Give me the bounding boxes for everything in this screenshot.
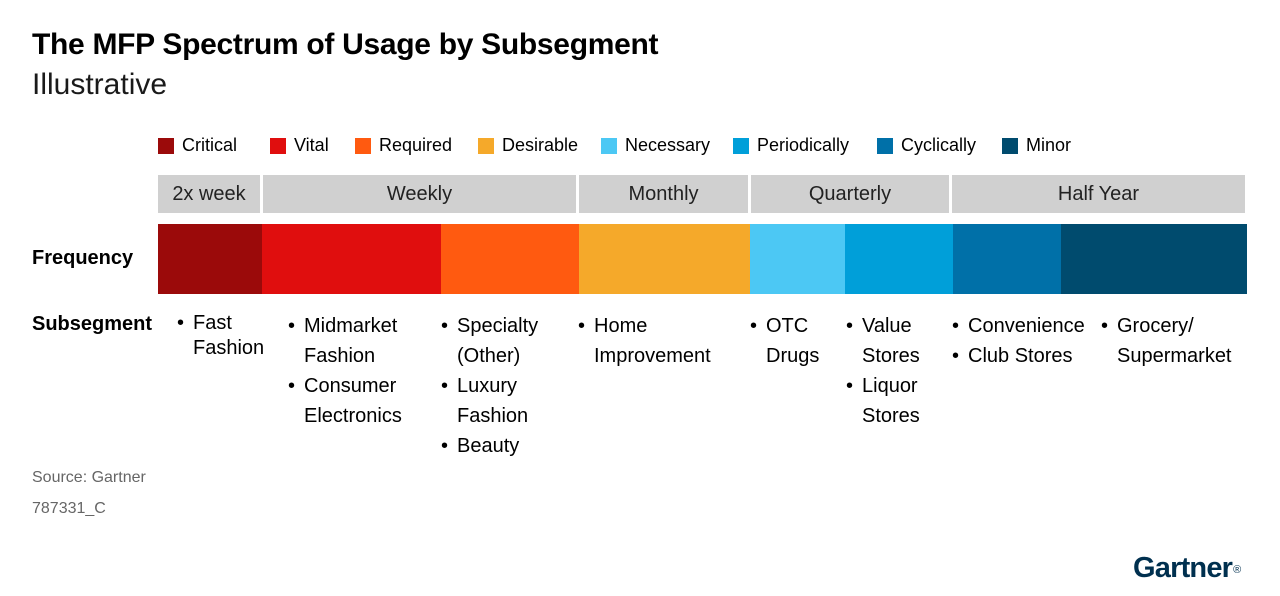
legend-item-desirable: Desirable	[478, 135, 578, 156]
legend-label-required: Required	[379, 135, 453, 155]
band-necessary	[750, 224, 845, 294]
legend-label-desirable: Desirable	[502, 135, 579, 155]
legend-item-required: Required	[355, 135, 452, 156]
band-desirable	[579, 224, 750, 294]
page-title: The MFP Spectrum of Usage by Subsegment	[32, 28, 659, 61]
legend-label-vital: Vital	[294, 135, 329, 155]
page-subtitle: Illustrative	[32, 68, 168, 101]
legend-item-necessary: Necessary	[601, 135, 710, 156]
row-label-subsegment: Subsegment	[32, 313, 153, 335]
list-item: Convenience	[952, 311, 1098, 341]
freq-header-half-year: Half Year	[952, 175, 1245, 213]
list-item: Specialty (Other)	[441, 311, 549, 371]
legend-item-minor: Minor	[1002, 135, 1071, 156]
legend-swatch-periodically	[733, 137, 749, 154]
list-item: Liquor Stores	[846, 371, 936, 431]
legend-label-cyclically: Cyclically	[901, 135, 977, 155]
row-label-frequency: Frequency	[32, 247, 134, 269]
subsegment-list-cyclically: Convenience Club Stores	[952, 311, 1098, 371]
subsegment-list-minor: Grocery/ Supermarket	[1101, 311, 1251, 371]
legend-item-critical: Critical	[158, 135, 237, 156]
legend-item-vital: Vital	[270, 135, 329, 156]
subsegment-list-required: Specialty (Other) Luxury Fashion Beauty	[441, 311, 549, 461]
legend-swatch-vital	[270, 137, 286, 154]
legend-swatch-critical	[158, 137, 174, 154]
legend-swatch-cyclically	[877, 137, 893, 154]
subsegment-list-necessary: OTC Drugs	[750, 311, 835, 371]
legend-swatch-required	[355, 137, 371, 154]
list-item: Luxury Fashion	[441, 371, 549, 431]
list-item: Fast Fashion	[177, 311, 273, 361]
legend-label-minor: Minor	[1026, 135, 1072, 155]
list-item: Consumer Electronics	[288, 371, 438, 431]
legend-swatch-necessary	[601, 137, 617, 154]
subsegment-list-vital: Midmarket Fashion Consumer Electronics	[288, 311, 438, 431]
subsegment-list-desirable: Home Improvement	[578, 311, 743, 371]
legend-item-periodically: Periodically	[733, 135, 849, 156]
freq-header-2x-week: 2x week	[158, 175, 260, 213]
legend-swatch-desirable	[478, 137, 494, 154]
list-item: Midmarket Fashion	[288, 311, 438, 371]
list-item: Club Stores	[952, 341, 1098, 371]
subsegment-list-periodically: Value Stores Liquor Stores	[846, 311, 936, 431]
list-item: OTC Drugs	[750, 311, 835, 371]
registered-mark-icon: ®	[1233, 564, 1241, 576]
band-required	[441, 224, 579, 294]
logo-text: Gartner	[1133, 552, 1233, 584]
list-item: Home Improvement	[578, 311, 743, 371]
list-item: Beauty	[441, 431, 549, 461]
gartner-logo: Gartner®	[1133, 552, 1241, 585]
document-id: 787331_C	[32, 500, 106, 517]
freq-header-quarterly: Quarterly	[751, 175, 949, 213]
subsegment-list-critical: Fast Fashion	[177, 311, 273, 361]
band-periodically	[845, 224, 953, 294]
freq-header-monthly: Monthly	[579, 175, 748, 213]
legend-item-cyclically: Cyclically	[877, 135, 976, 156]
legend-label-critical: Critical	[182, 135, 238, 155]
band-minor	[1061, 224, 1247, 294]
band-cyclically	[953, 224, 1061, 294]
list-item: Grocery/ Supermarket	[1101, 311, 1245, 371]
list-item: Value Stores	[846, 311, 936, 371]
band-vital	[262, 224, 441, 294]
legend-label-necessary: Necessary	[625, 135, 711, 155]
legend-label-periodically: Periodically	[757, 135, 850, 155]
source-note: Source: Gartner	[32, 469, 146, 486]
band-critical	[158, 224, 262, 294]
freq-header-weekly: Weekly	[263, 175, 576, 213]
legend-swatch-minor	[1002, 137, 1018, 154]
